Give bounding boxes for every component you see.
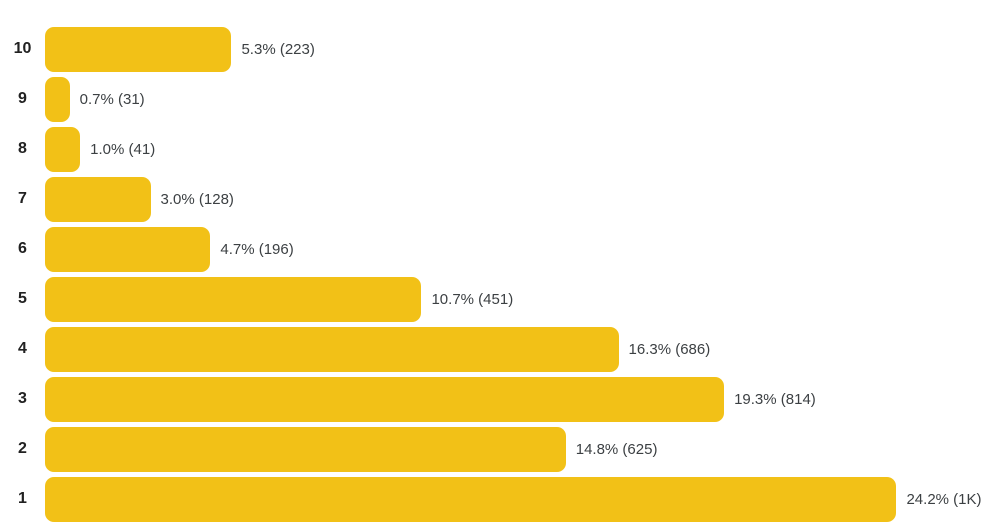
bar[interactable] bbox=[45, 226, 211, 272]
bar[interactable] bbox=[45, 176, 151, 222]
bar-row: 10 5.3% (223) bbox=[0, 24, 995, 74]
bar-track: 3.0% (128) bbox=[45, 176, 995, 222]
bar-track: 16.3% (686) bbox=[45, 326, 995, 372]
bar[interactable] bbox=[45, 76, 70, 122]
value-label: 14.8% (625) bbox=[575, 440, 658, 458]
category-label: 6 bbox=[18, 240, 27, 257]
bar-track: 1.0% (41) bbox=[45, 126, 995, 172]
category-label: 10 bbox=[13, 40, 32, 57]
bar[interactable] bbox=[45, 426, 566, 472]
bar-row: 2 14.8% (625) bbox=[0, 424, 995, 474]
category-label: 4 bbox=[18, 340, 27, 357]
bar-track: 0.7% (31) bbox=[45, 76, 995, 122]
category-label: 9 bbox=[18, 90, 27, 107]
bar-track: 10.7% (451) bbox=[45, 276, 995, 322]
bar-track: 19.3% (814) bbox=[45, 376, 995, 422]
bar-track: 14.8% (625) bbox=[45, 426, 995, 472]
bar-row: 7 3.0% (128) bbox=[0, 174, 995, 224]
value-label: 24.2% (1K) bbox=[906, 490, 982, 508]
bar-track: 24.2% (1K) bbox=[45, 476, 995, 522]
bar[interactable] bbox=[45, 476, 897, 522]
value-label: 10.7% (451) bbox=[431, 290, 514, 308]
value-label: 5.3% (223) bbox=[241, 40, 315, 58]
bar-row: 1 24.2% (1K) bbox=[0, 474, 995, 524]
bar-row: 5 10.7% (451) bbox=[0, 274, 995, 324]
value-label: 1.0% (41) bbox=[90, 140, 156, 158]
category-label: 1 bbox=[18, 490, 27, 507]
bar[interactable] bbox=[45, 126, 81, 172]
value-label: 16.3% (686) bbox=[628, 340, 711, 358]
bar-row: 8 1.0% (41) bbox=[0, 124, 995, 174]
value-label: 19.3% (814) bbox=[734, 390, 816, 408]
bar[interactable] bbox=[45, 326, 619, 372]
category-label: 8 bbox=[18, 140, 27, 157]
bar[interactable] bbox=[45, 376, 725, 422]
bar[interactable] bbox=[45, 26, 232, 72]
category-label: 5 bbox=[18, 290, 27, 307]
bar[interactable] bbox=[45, 276, 422, 322]
bar-row: 6 4.7% (196) bbox=[0, 224, 995, 274]
bar-row: 3 19.3% (814) bbox=[0, 374, 995, 424]
value-label: 0.7% (31) bbox=[79, 90, 145, 108]
category-label: 2 bbox=[18, 440, 27, 457]
value-label: 3.0% (128) bbox=[160, 190, 234, 208]
bar-row: 9 0.7% (31) bbox=[0, 74, 995, 124]
bar-track: 5.3% (223) bbox=[45, 26, 995, 72]
bar-track: 4.7% (196) bbox=[45, 226, 995, 272]
category-label: 7 bbox=[18, 190, 27, 207]
value-label: 4.7% (196) bbox=[220, 240, 294, 258]
category-label: 3 bbox=[18, 390, 27, 407]
bar-row: 4 16.3% (686) bbox=[0, 324, 995, 374]
